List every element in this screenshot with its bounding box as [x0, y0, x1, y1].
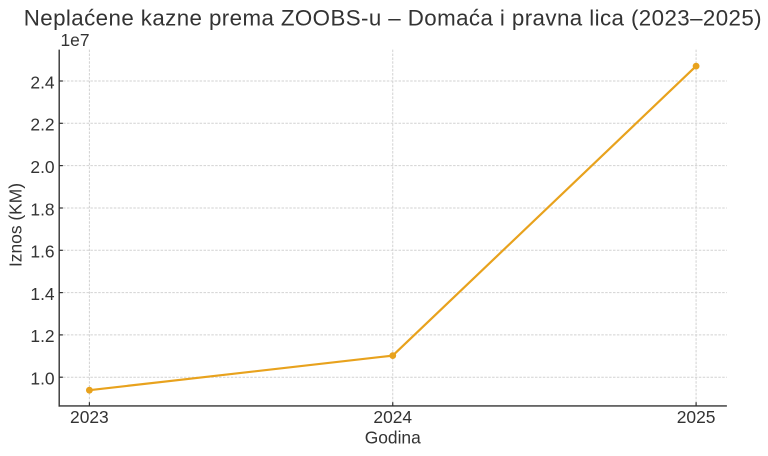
svg-text:2.0: 2.0 — [30, 157, 54, 177]
svg-text:Godina: Godina — [365, 427, 421, 447]
svg-text:1.8: 1.8 — [30, 199, 54, 219]
svg-text:1.2: 1.2 — [30, 326, 54, 346]
svg-text:Neplaćene kazne prema ZOOBS-u: Neplaćene kazne prema ZOOBS-u – Domaća i… — [24, 6, 762, 31]
svg-text:1.0: 1.0 — [30, 369, 54, 389]
svg-text:1e7: 1e7 — [61, 30, 90, 50]
svg-text:2025: 2025 — [677, 407, 716, 427]
svg-text:1.6: 1.6 — [30, 242, 54, 262]
svg-text:Iznos (KM): Iznos (KM) — [5, 183, 25, 267]
svg-text:2024: 2024 — [373, 407, 412, 427]
svg-text:1.4: 1.4 — [30, 284, 55, 304]
svg-text:2.2: 2.2 — [30, 115, 54, 135]
svg-text:2.4: 2.4 — [30, 72, 55, 92]
svg-text:2023: 2023 — [70, 407, 109, 427]
